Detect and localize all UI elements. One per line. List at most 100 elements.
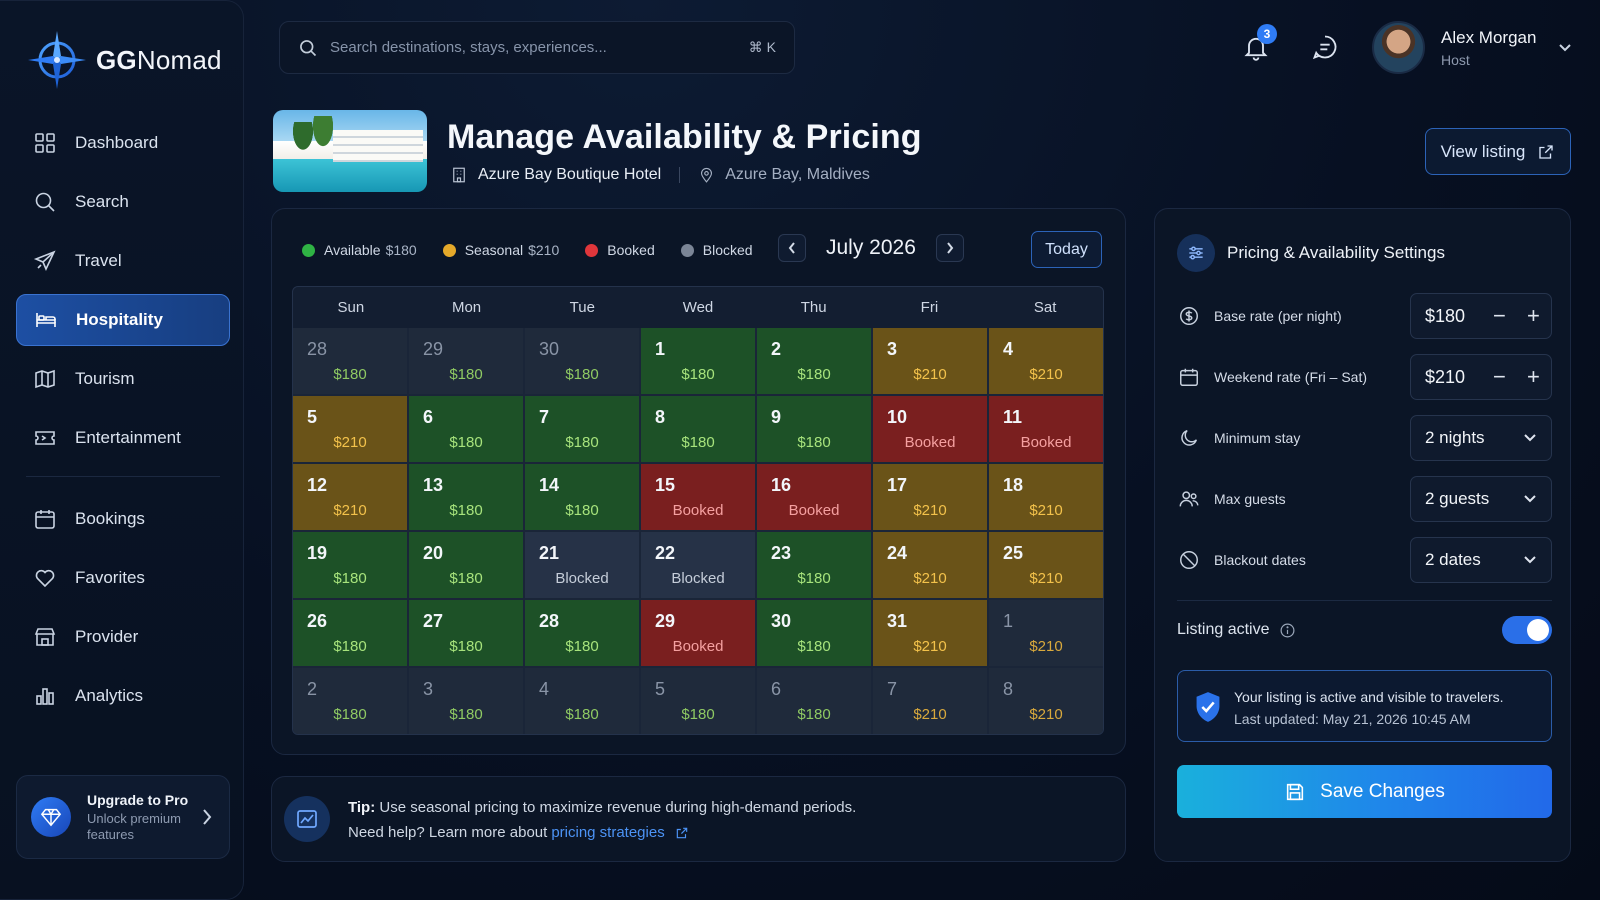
- sidebar-divider: [26, 476, 220, 477]
- search-input[interactable]: [330, 39, 730, 56]
- info-icon[interactable]: [1279, 622, 1296, 639]
- minimum-stay-select[interactable]: 2 nights: [1410, 415, 1552, 461]
- increment-button[interactable]: +: [1527, 303, 1540, 328]
- sidebar-item-entertainment[interactable]: Entertainment: [16, 412, 230, 464]
- day-number: 17: [887, 475, 908, 495]
- calendar-day-cell[interactable]: 3 $180: [409, 668, 523, 734]
- next-month-button[interactable]: [935, 234, 964, 262]
- day-number: 9: [771, 407, 782, 427]
- chevron-right-icon: [947, 242, 954, 254]
- calendar-day-cell[interactable]: 5 $210: [293, 396, 407, 462]
- day-status: $180: [797, 366, 831, 383]
- sidebar-item-analytics[interactable]: Analytics: [16, 670, 230, 722]
- calendar-day-cell[interactable]: 27 $180: [409, 600, 523, 666]
- calendar-day-cell[interactable]: 29 $180: [409, 328, 523, 394]
- upgrade-title: Upgrade to Pro: [87, 791, 189, 808]
- calendar-day-cell[interactable]: 5 $180: [641, 668, 755, 734]
- calendar-day-cell[interactable]: 16 Booked: [757, 464, 871, 530]
- day-status: $210: [913, 570, 947, 587]
- pricing-settings-panel: Pricing & Availability Settings Base rat…: [1154, 208, 1571, 862]
- calendar-day-cell[interactable]: 26 $180: [293, 600, 407, 666]
- calendar-day-cell[interactable]: 29 Booked: [641, 600, 755, 666]
- calendar-day-cell[interactable]: 10 Booked: [873, 396, 987, 462]
- calendar-day-cell[interactable]: 7 $180: [525, 396, 639, 462]
- calendar-day-cell[interactable]: 22 Blocked: [641, 532, 755, 598]
- sidebar-item-favorites[interactable]: Favorites: [16, 552, 230, 604]
- sidebar-item-bookings[interactable]: Bookings: [16, 493, 230, 545]
- calendar-day-cell[interactable]: 4 $180: [525, 668, 639, 734]
- calendar-day-cell[interactable]: 12 $210: [293, 464, 407, 530]
- calendar-day-cell[interactable]: 25 $210: [989, 532, 1103, 598]
- chart-trend-icon: [284, 796, 330, 842]
- upgrade-to-pro-card[interactable]: Upgrade to Pro Unlock premium features: [16, 775, 230, 859]
- pricing-strategies-link[interactable]: pricing strategies: [551, 824, 665, 841]
- calendar-day-cell[interactable]: 14 $180: [525, 464, 639, 530]
- calendar-day-cell[interactable]: 28 $180: [293, 328, 407, 394]
- calendar-day-cell[interactable]: 3 $210: [873, 328, 987, 394]
- notifications-button[interactable]: 3: [1239, 24, 1277, 64]
- sidebar-item-label: Search: [75, 192, 129, 211]
- sidebar-item-travel[interactable]: Travel: [16, 235, 230, 287]
- sidebar-item-tourism[interactable]: Tourism: [16, 353, 230, 405]
- base-rate-stepper[interactable]: $180 − +: [1410, 293, 1552, 339]
- calendar-day-cell[interactable]: 6 $180: [757, 668, 871, 734]
- sidebar-item-label: Bookings: [75, 509, 145, 528]
- calendar-day-cell[interactable]: 11 Booked: [989, 396, 1103, 462]
- calendar-day-cell[interactable]: 18 $210: [989, 464, 1103, 530]
- decrement-button[interactable]: −: [1493, 364, 1506, 389]
- messages-button[interactable]: [1308, 30, 1342, 64]
- calendar-day-cell[interactable]: 30 $180: [757, 600, 871, 666]
- save-changes-button[interactable]: Save Changes: [1177, 765, 1552, 818]
- sidebar-item-hospitality[interactable]: Hospitality: [16, 294, 230, 346]
- calendar-day-cell[interactable]: 17 $210: [873, 464, 987, 530]
- calendar-day-cell[interactable]: 9 $180: [757, 396, 871, 462]
- day-status: Booked: [904, 434, 956, 451]
- calendar-day-cell[interactable]: 1 $210: [989, 600, 1103, 666]
- day-number: 2: [771, 339, 782, 359]
- sidebar-item-dashboard[interactable]: Dashboard: [16, 117, 230, 169]
- weekend-rate-row: Weekend rate (Fri – Sat) $210 − +: [1177, 354, 1552, 400]
- calendar-day-cell[interactable]: 7 $210: [873, 668, 987, 734]
- blackout-dates-select[interactable]: 2 dates: [1410, 537, 1552, 583]
- day-number: 12: [307, 475, 328, 495]
- calendar-day-cell[interactable]: 20 $180: [409, 532, 523, 598]
- sidebar-item-search[interactable]: Search: [16, 176, 230, 228]
- calendar-day-cell[interactable]: 24 $210: [873, 532, 987, 598]
- decrement-button[interactable]: −: [1493, 303, 1506, 328]
- sidebar-item-provider[interactable]: Provider: [16, 611, 230, 663]
- prev-month-button[interactable]: [778, 234, 806, 262]
- app-logo[interactable]: GGNomad: [26, 29, 222, 91]
- view-listing-button[interactable]: View listing: [1425, 128, 1571, 175]
- calendar-day-cell[interactable]: 28 $180: [525, 600, 639, 666]
- max-guests-select[interactable]: 2 guests: [1410, 476, 1552, 522]
- calendar-day-cell[interactable]: 2 $180: [757, 328, 871, 394]
- increment-button[interactable]: +: [1527, 364, 1540, 389]
- calendar-day-cell[interactable]: 2 $180: [293, 668, 407, 734]
- listing-active-toggle[interactable]: [1502, 616, 1552, 644]
- calendar-day-cell[interactable]: 19 $180: [293, 532, 407, 598]
- sidebar-item-label: Provider: [75, 627, 139, 646]
- calendar-day-cell[interactable]: 23 $180: [757, 532, 871, 598]
- external-link-icon: [676, 827, 687, 838]
- user-role: Host: [1441, 51, 1470, 68]
- today-button[interactable]: Today: [1031, 231, 1102, 268]
- weekend-rate-stepper[interactable]: $210 − +: [1410, 354, 1552, 400]
- sidebar-item-label: Tourism: [75, 369, 135, 388]
- calendar-day-cell[interactable]: 21 Blocked: [525, 532, 639, 598]
- global-search[interactable]: ⌘ K: [279, 21, 795, 74]
- calendar-day-cell[interactable]: 4 $210: [989, 328, 1103, 394]
- calendar-day-cell[interactable]: 1 $180: [641, 328, 755, 394]
- day-number: 29: [655, 611, 676, 631]
- user-menu[interactable]: Alex Morgan Host: [1372, 21, 1572, 74]
- calendar-day-cell[interactable]: 13 $180: [409, 464, 523, 530]
- calendar-days: 28 $180 29 $180 30 $180 1 $180 2 $180 3 $210 4 $210 5 $…: [293, 328, 1103, 734]
- calendar-day-cell[interactable]: 8 $210: [989, 668, 1103, 734]
- calendar-day-cell[interactable]: 31 $210: [873, 600, 987, 666]
- app-name: GGNomad: [96, 44, 222, 75]
- day-status: $180: [449, 638, 483, 655]
- calendar-day-cell[interactable]: 30 $180: [525, 328, 639, 394]
- day-status: $180: [333, 570, 367, 587]
- calendar-day-cell[interactable]: 6 $180: [409, 396, 523, 462]
- calendar-day-cell[interactable]: 8 $180: [641, 396, 755, 462]
- calendar-day-cell[interactable]: 15 Booked: [641, 464, 755, 530]
